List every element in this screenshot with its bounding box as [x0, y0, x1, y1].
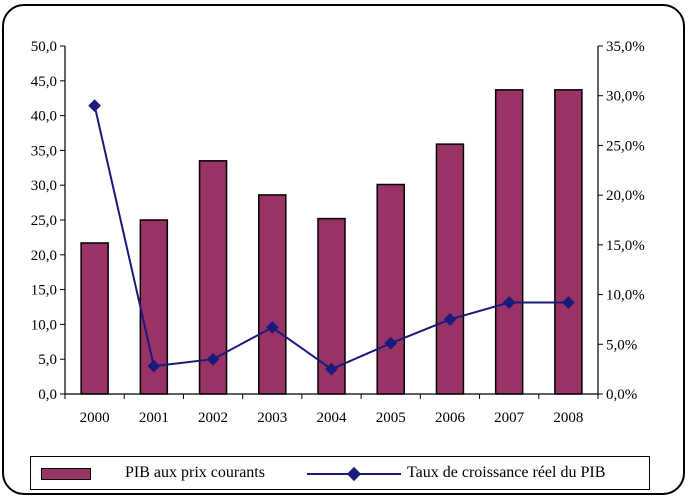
- y-right-tick-label: 20,0%: [606, 188, 645, 204]
- growth-point-2002: [206, 352, 220, 366]
- y-right-tick-label: 30,0%: [606, 89, 645, 105]
- y-left-tick-label: 0,0: [38, 387, 57, 403]
- y-right-tick-label: 35,0%: [606, 39, 645, 55]
- growth-point-2006: [443, 313, 457, 326]
- y-left-tick-label: 50,0: [31, 39, 57, 55]
- x-tick-label-2004: 2004: [317, 410, 348, 426]
- y-right-tick-label: 15,0%: [606, 238, 645, 254]
- x-tick-label-2006: 2006: [435, 410, 466, 426]
- growth-point-2007: [502, 296, 516, 309]
- y-left-tick-label: 20,0: [31, 248, 57, 264]
- x-tick-label-2008: 2008: [553, 410, 583, 426]
- combo-chart: 0,0 5,0 10,0 15,0 20,0 25,0 30,0 35,0 40,0 45,0 50…: [31, 39, 645, 426]
- bar-2000: [80, 242, 109, 395]
- x-tick-label-2000: 2000: [80, 410, 110, 426]
- bar-2005: [376, 183, 405, 395]
- y-right-tick-label: 10,0%: [606, 288, 645, 304]
- legend-label-line: Taux de croissance réel du PIB: [407, 464, 606, 481]
- bar-2007: [494, 89, 524, 395]
- y-left-tick-label: 45,0: [31, 74, 57, 90]
- y-left-tick-label: 40,0: [31, 109, 57, 125]
- growth-point-2003: [265, 321, 279, 334]
- bar-2008: [554, 89, 583, 395]
- legend-swatch-line: [307, 466, 401, 482]
- x-tick-label-2002: 2002: [198, 410, 228, 426]
- legend-swatch-bar: [41, 468, 91, 480]
- x-tick-label-2001: 2001: [139, 410, 169, 426]
- y-left-tick-label: 10,0: [31, 317, 57, 333]
- y-left-tick-label: 15,0: [31, 283, 57, 299]
- legend-label-bar: PIB aux prix courants: [125, 464, 265, 481]
- x-tick-label-2003: 2003: [257, 410, 287, 426]
- y-left-tick-label: 35,0: [31, 143, 57, 159]
- growth-point-2000: [88, 99, 101, 113]
- growth-point-2004: [325, 362, 338, 376]
- growth-point-2001: [147, 359, 161, 373]
- y-left-tick-label: 25,0: [31, 213, 57, 229]
- x-tick-label-2007: 2007: [494, 410, 525, 426]
- chart-frame: 0,0 5,0 10,0 15,0 20,0 25,0 30,0 35,0 40,0 45,0 50…: [2, 4, 685, 495]
- bar-2003: [258, 194, 287, 395]
- x-tick-label-2005: 2005: [376, 410, 406, 426]
- y-left-tick-label: 30,0: [31, 178, 57, 194]
- legend: PIB aux prix courants Taux de croissance…: [30, 456, 650, 490]
- y-left-tick-label: 5,0: [38, 352, 57, 368]
- bar-2006: [435, 143, 465, 395]
- growth-point-2005: [384, 336, 398, 350]
- y-right-tick-label: 0,0%: [606, 387, 637, 403]
- y-right-tick-label: 25,0%: [606, 138, 645, 154]
- y-right-tick-label: 5,0%: [606, 337, 637, 353]
